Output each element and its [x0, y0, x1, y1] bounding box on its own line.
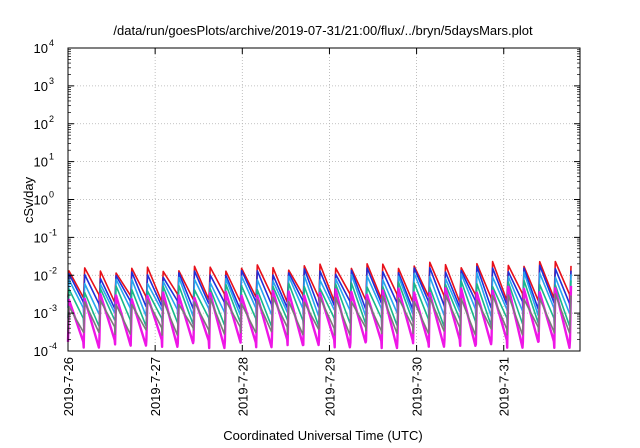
y-tick-label: 10 [34, 306, 48, 321]
x-tick-label: 2019-7-26 [61, 357, 76, 416]
chart-title: /data/run/goesPlots/archive/2019-07-31/2… [113, 23, 533, 38]
y-tick-label: 10 [34, 79, 48, 94]
y-tick-exponent: -4 [49, 341, 57, 351]
y-tick-exponent: 2 [49, 114, 54, 124]
y-tick-label: 10 [34, 117, 48, 132]
x-tick-label: 2019-7-29 [322, 357, 337, 416]
series-line [67, 293, 572, 336]
y-tick-exponent: -1 [49, 227, 57, 237]
y-tick-label: 10 [34, 230, 48, 245]
x-axis: 2019-7-26 2019-7-27 2019-7-28 2019-7-29 2019… [61, 48, 512, 416]
x-tick-label: 2019-7-31 [497, 357, 512, 416]
y-tick-exponent: 0 [49, 190, 54, 200]
y-tick-label: 10 [34, 41, 48, 56]
x-tick-label: 2019-7-28 [235, 357, 250, 416]
x-tick-label: 2019-7-27 [148, 357, 163, 416]
y-tick-label: 10 [34, 344, 48, 359]
y-tick-label: 10 [34, 193, 48, 208]
y-tick-exponent: 1 [49, 152, 54, 162]
series-group [66, 260, 573, 350]
y-tick-label: 10 [34, 155, 48, 170]
y-tick-exponent: -2 [49, 265, 57, 275]
y-tick-label: 10 [34, 268, 48, 283]
y-tick-exponent: -3 [49, 303, 57, 313]
y-tick-exponent: 3 [49, 76, 54, 86]
y-tick-exponent: 4 [49, 38, 54, 48]
x-tick-label: 2019-7-30 [410, 357, 425, 416]
y-axis-label: cSv/day [21, 176, 36, 223]
x-axis-label: Coordinated Universal Time (UTC) [223, 428, 422, 443]
